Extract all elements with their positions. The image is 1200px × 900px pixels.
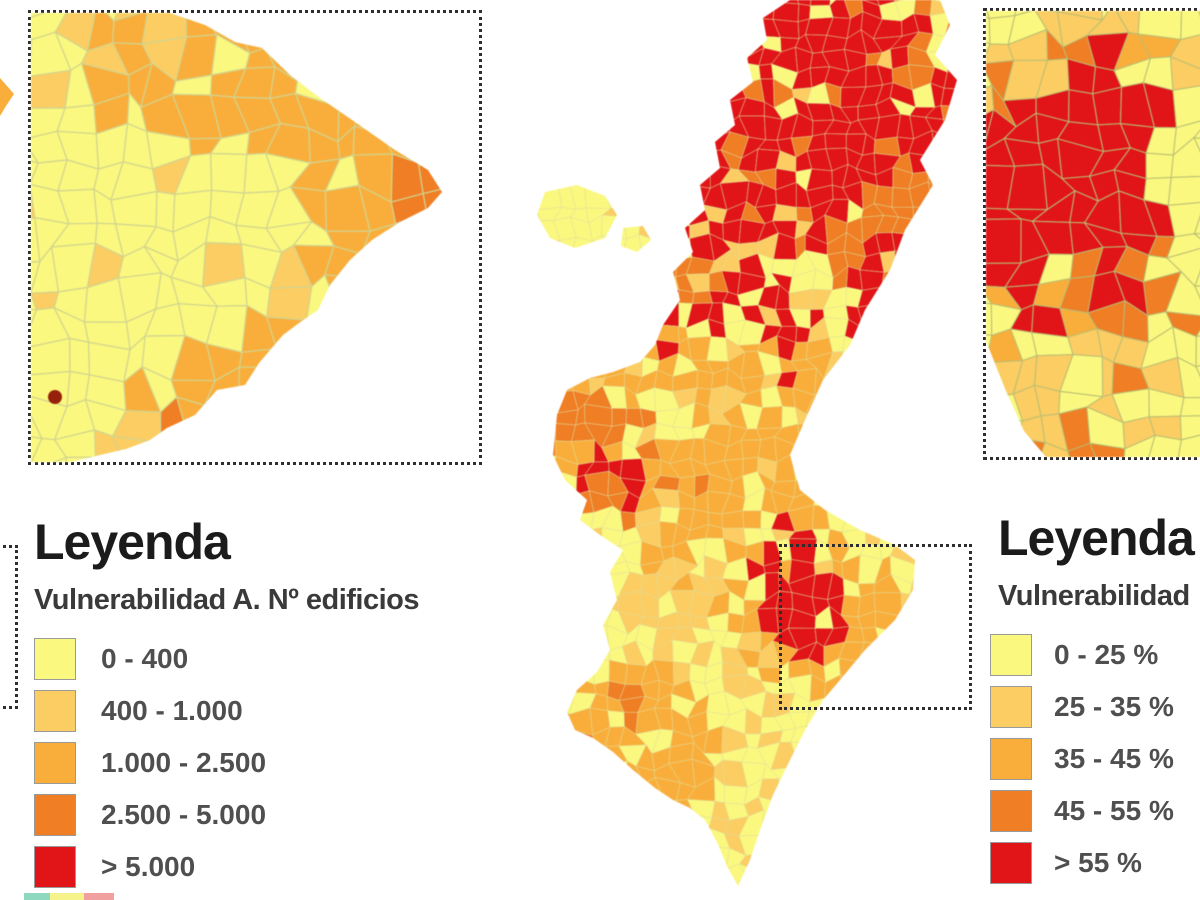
legend-swatch (34, 794, 76, 836)
partial-map-sliver (24, 893, 114, 900)
legend-swatch (990, 842, 1032, 884)
map-extent-selection-box (779, 544, 972, 710)
legend-item: 0 - 25 % (990, 629, 1200, 681)
legend-percentage: Leyenda Vulnerabilidad 0 - 25 % 25 - 35 … (990, 510, 1200, 889)
legend-item-label: 2.500 - 5.000 (101, 799, 267, 830)
sliver-teal-block (24, 893, 50, 900)
map-fragment-left-edge (0, 78, 14, 116)
legend-item: > 5.000 (34, 841, 504, 893)
legend-item: 2.500 - 5.000 (34, 789, 504, 841)
legend-item-label: 400 - 1.000 (101, 695, 243, 726)
legend-swatch (990, 634, 1032, 676)
legend-item: 25 - 35 % (990, 681, 1200, 733)
legend-item-label: > 55 % (1054, 847, 1142, 878)
sliver-yellow-block (50, 893, 84, 900)
left-detail-inset-box (28, 10, 482, 465)
sliver-pink-block (84, 893, 114, 900)
legend-item: 0 - 400 (34, 633, 504, 685)
legend-swatch (990, 790, 1032, 832)
legend-title: Leyenda (34, 514, 231, 570)
legend-item: 1.000 - 2.500 (34, 737, 504, 789)
left-detail-inset-map (31, 13, 442, 462)
legend-item: 35 - 45 % (990, 733, 1200, 785)
legend-item-label: > 5.000 (101, 851, 196, 882)
legend-swatch (34, 638, 76, 680)
valencian-community-map (537, 0, 957, 886)
legend-item: 45 - 55 % (990, 785, 1200, 837)
legend-swatch (34, 846, 76, 888)
legend-item-label: 35 - 45 % (1054, 743, 1174, 774)
legend-buildings: Leyenda Vulnerabilidad A. Nº edificios 0… (34, 514, 504, 893)
legend-subtitle: Vulnerabilidad (998, 580, 1190, 612)
legend-swatch (990, 686, 1032, 728)
legend-swatch (34, 742, 76, 784)
legend-item-label: 1.000 - 2.500 (101, 747, 267, 778)
legend-item-label: 0 - 400 (101, 643, 189, 674)
cutoff-inset-box-edge (0, 545, 18, 709)
right-detail-inset-box (983, 8, 1200, 460)
legend-item-label: 45 - 55 % (1054, 795, 1174, 826)
legend-item-label: 25 - 35 % (1054, 691, 1174, 722)
legend-swatch (34, 690, 76, 732)
legend-item-label: 0 - 25 % (1054, 639, 1159, 670)
legend-title: Leyenda (998, 510, 1195, 566)
right-detail-inset-map (986, 11, 1200, 457)
legend-swatch (990, 738, 1032, 780)
legend-item: 400 - 1.000 (34, 685, 504, 737)
legend-item: > 55 % (990, 837, 1200, 889)
legend-subtitle: Vulnerabilidad A. Nº edificios (34, 584, 420, 616)
legend-rows: 0 - 25 % 25 - 35 % 35 - 45 % 45 - 55 % >… (990, 629, 1200, 889)
legend-rows: 0 - 400 400 - 1.000 1.000 - 2.500 2.500 … (34, 633, 504, 893)
